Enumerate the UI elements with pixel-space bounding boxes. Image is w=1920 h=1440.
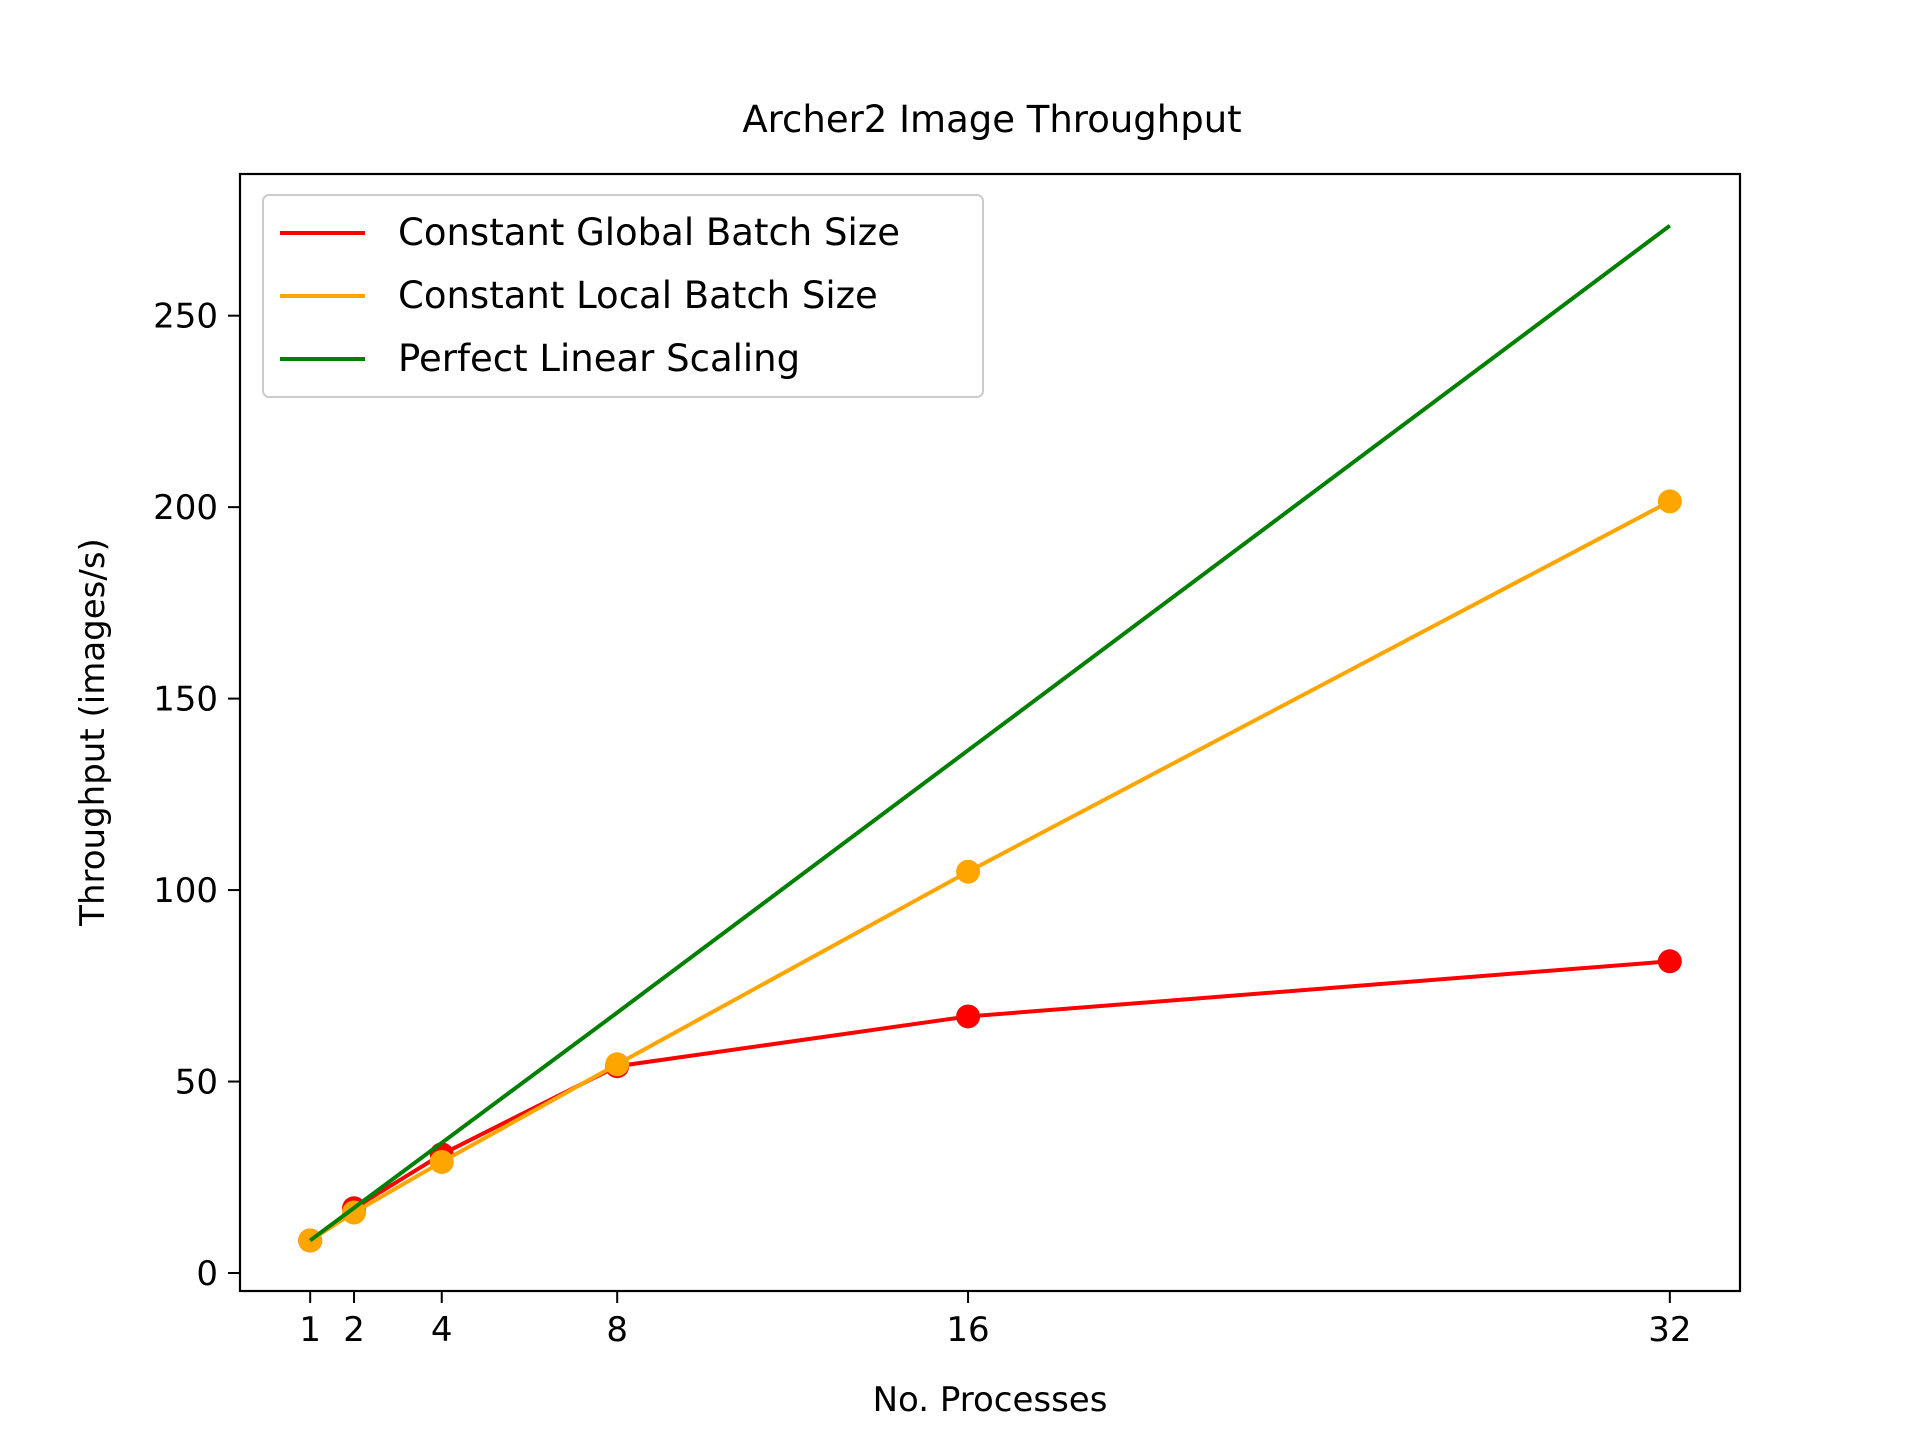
x-tick-label: 4 [431,1310,453,1350]
legend: Constant Global Batch Size Constant Local… [262,194,984,398]
x-tick-label: 16 [946,1310,989,1350]
data-point-series-1 [1657,489,1682,514]
x-tick-label: 2 [343,1310,365,1350]
chart-title: Archer2 Image Throughput [742,98,1241,141]
x-tick-label: 32 [1648,1310,1691,1350]
legend-label: Constant Global Batch Size [398,211,900,254]
y-tick-label: 150 [153,680,218,720]
data-point-series-1 [605,1052,630,1077]
y-tick-label: 100 [153,871,218,911]
y-tick-label: 200 [153,488,218,528]
plot-frame [238,172,1742,1293]
legend-label: Constant Local Batch Size [398,274,878,317]
y-axis-label: Throughput (images/s) [73,538,113,927]
x-tick-label: 8 [606,1310,628,1350]
series-layer [298,224,1682,1253]
data-point-series-1 [956,859,981,884]
data-point-series-0 [956,1004,981,1029]
y-tick-label: 250 [153,297,218,337]
series-line-2 [308,224,1672,1243]
x-axis-label: No. Processes [873,1380,1108,1420]
legend-box [262,194,984,398]
y-tick-label: 50 [175,1063,218,1103]
axis-ticks: 1 2 4 8 16 32 0 50 100 150 200 250 [153,297,1691,1350]
data-point-series-1 [429,1149,454,1174]
legend-label: Perfect Linear Scaling [398,337,800,380]
data-point-series-1 [342,1200,367,1225]
x-tick-label: 1 [299,1310,321,1350]
data-point-series-0 [1657,949,1682,974]
y-tick-label: 0 [196,1254,218,1294]
